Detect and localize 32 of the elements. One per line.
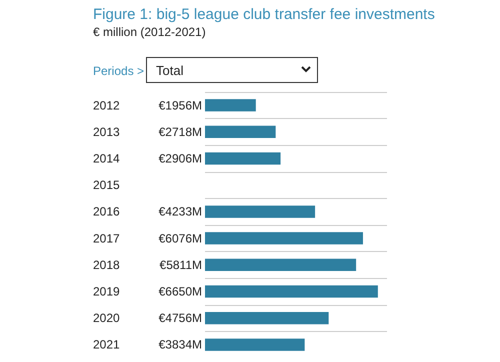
- y-tick-label: 2014: [93, 152, 120, 166]
- text: Total: [156, 63, 184, 78]
- data-label: €2718M: [158, 124, 202, 139]
- bar: [205, 312, 329, 324]
- bar: [205, 258, 356, 272]
- y-tick-label: 2020: [93, 311, 120, 326]
- bar: [205, 206, 316, 218]
- data-label: €2906M: [158, 152, 202, 166]
- bar: [205, 232, 363, 244]
- y-tick-label: 2018: [93, 258, 120, 272]
- y-tick-label: 2012: [93, 98, 120, 112]
- data-label: €4233M: [158, 204, 202, 219]
- y-tick-label: 2019: [93, 284, 120, 298]
- data-label: €6076M: [158, 231, 202, 246]
- y-tick-label: 2017: [93, 231, 120, 246]
- y-tick-label: 2013: [93, 124, 120, 139]
- y-tick-label: 2015: [93, 178, 120, 192]
- bar: [205, 99, 256, 112]
- bar: [205, 126, 276, 138]
- y-tick-label: 2021: [93, 338, 120, 352]
- data-label: €3834M: [158, 338, 202, 352]
- bar: [205, 152, 281, 165]
- y-tick-label: 2016: [93, 204, 120, 219]
- data-label: €1956M: [158, 98, 202, 112]
- bar: [205, 338, 305, 351]
- chart-subtitle: € million (2012-2021): [93, 25, 206, 39]
- data-label: €6650M: [158, 284, 202, 298]
- data-label: €4756M: [158, 311, 202, 326]
- chart-title: Figure 1: big-5 league club transfer fee investments: [93, 6, 435, 23]
- text: Periods >: [93, 64, 144, 78]
- bar: [205, 285, 378, 298]
- data-label: €5811M: [160, 258, 202, 272]
